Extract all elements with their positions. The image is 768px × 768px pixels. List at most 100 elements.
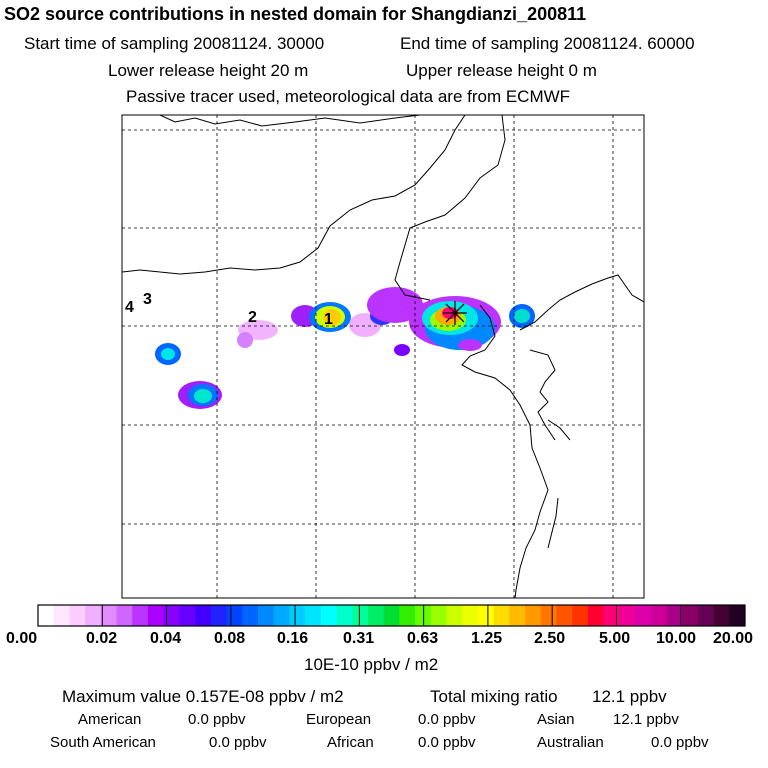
legend-color-cell	[540, 605, 557, 626]
border-line	[159, 115, 421, 127]
legend-color-cell	[195, 605, 212, 626]
legend-color-cell	[383, 605, 400, 626]
color-legend	[37, 604, 746, 627]
legend-color-cell	[226, 605, 243, 626]
legend-tick: 0.31	[343, 630, 375, 647]
legend-tick: 0.04	[150, 630, 182, 647]
legend-color-cell	[477, 605, 495, 626]
plume-yellow	[323, 309, 341, 325]
legend-color-cell	[116, 605, 133, 626]
legend-tick: 5.00	[599, 630, 631, 647]
legend-color-cell	[210, 605, 228, 626]
legend-color-cell	[650, 605, 667, 626]
legend-color-cell	[729, 605, 746, 626]
region-value: 0.0 ppbv	[418, 734, 476, 751]
legend-color-cell	[509, 605, 526, 626]
region-name: Asian	[537, 711, 575, 728]
legend-color-cell	[635, 605, 652, 626]
legend-color-cell	[446, 605, 463, 626]
legend-color-cell	[666, 605, 683, 626]
legend-color-cell	[603, 605, 620, 626]
legend-color-cell	[257, 605, 275, 626]
region-value: 0.0 ppbv	[418, 711, 476, 728]
legend-color-cell	[336, 605, 353, 626]
region-value: 0.0 ppbv	[209, 734, 267, 751]
legend-color-cell	[682, 605, 699, 626]
map-title: SO2 source contributions in nested domai…	[4, 4, 587, 24]
coastline	[461, 304, 549, 598]
legend-color-cell	[69, 605, 86, 626]
coastline	[547, 497, 559, 549]
marker-2: 2	[248, 309, 257, 326]
legend-color-cell	[367, 605, 385, 626]
legend-color-cell	[572, 605, 589, 626]
legend-color-cell	[163, 605, 180, 626]
total-mixing-value: 12.1 ppbv	[592, 687, 667, 706]
legend-color-cell	[179, 605, 196, 626]
max-value-label: Maximum value 0.157E-08 ppbv / m2	[62, 687, 344, 706]
region-name: European	[306, 711, 372, 728]
legend-tick: 2.50	[534, 630, 566, 647]
map-frame	[121, 114, 645, 599]
region-value: 0.0 ppbv	[651, 734, 709, 751]
upper-release-label: Upper release height 0 m	[406, 61, 597, 80]
lower-release-label: Lower release height 20 m	[108, 61, 309, 80]
marker-1: 1	[324, 311, 333, 328]
concentration-field	[155, 287, 535, 409]
legend-color-cell	[305, 605, 322, 626]
plume-purple	[458, 339, 482, 351]
legend-color-cell	[242, 605, 259, 626]
legend-color-cell	[587, 605, 605, 626]
region-name: South American	[50, 734, 156, 751]
legend-color-cell	[273, 605, 290, 626]
legend-color-cell	[320, 605, 338, 626]
legend-color-cell	[399, 605, 416, 626]
border-line	[394, 115, 506, 301]
region-name: African	[327, 734, 374, 751]
legend-color-cell	[697, 605, 715, 626]
legend-color-cell	[85, 605, 102, 626]
plume-faint	[237, 332, 253, 348]
legend-color-cell	[619, 605, 636, 626]
region-value: 0.0 ppbv	[188, 711, 246, 728]
legend-tick: 0.16	[277, 630, 309, 647]
region-value: 12.1 ppbv	[613, 711, 679, 728]
plume-cyan	[194, 389, 212, 403]
legend-color-cell	[38, 605, 55, 626]
legend-tick: 10.00	[656, 630, 697, 647]
coastline	[547, 419, 571, 441]
end-time-label: End time of sampling 20081124. 60000	[400, 34, 695, 53]
legend-color-cell	[713, 605, 730, 626]
coastlines	[122, 115, 644, 598]
legend-tick: 20.00	[713, 630, 754, 647]
legend-color-cell	[352, 605, 369, 626]
star-cross-icon	[443, 301, 467, 325]
legend-tick: 1.25	[471, 630, 503, 647]
total-mixing-label: Total mixing ratio	[430, 687, 558, 706]
plume-cyan	[161, 348, 175, 360]
legend-color-cell	[525, 605, 542, 626]
legend-tick: 0.02	[86, 630, 118, 647]
legend-color-cell	[147, 605, 165, 626]
legend-color-cell	[100, 605, 118, 626]
lat-lon-grid	[122, 115, 644, 598]
legend-units: 10E-10 ppbv / m2	[304, 655, 439, 674]
legend-color-cell	[132, 605, 149, 626]
legend-color-cell	[53, 605, 70, 626]
legend-tick: 0.08	[214, 630, 246, 647]
marker-4: 4	[125, 299, 134, 316]
tracer-info-label: Passive tracer used, meteorological data…	[126, 87, 571, 106]
legend-color-cell	[556, 605, 573, 626]
start-time-label: Start time of sampling 20081124. 30000	[24, 34, 325, 53]
legend-tick: 0.63	[407, 630, 439, 647]
legend-frame	[37, 604, 746, 627]
marker-3: 3	[143, 291, 152, 308]
legend-color-cell	[430, 605, 447, 626]
map-canvas: 1 2 3 4	[121, 114, 645, 599]
legend-color-cell	[289, 605, 306, 626]
region-name: Australian	[537, 734, 604, 751]
legend-color-bar	[38, 605, 746, 626]
plume-purple	[394, 344, 410, 356]
coastline	[519, 274, 644, 331]
region-name: American	[78, 711, 142, 728]
